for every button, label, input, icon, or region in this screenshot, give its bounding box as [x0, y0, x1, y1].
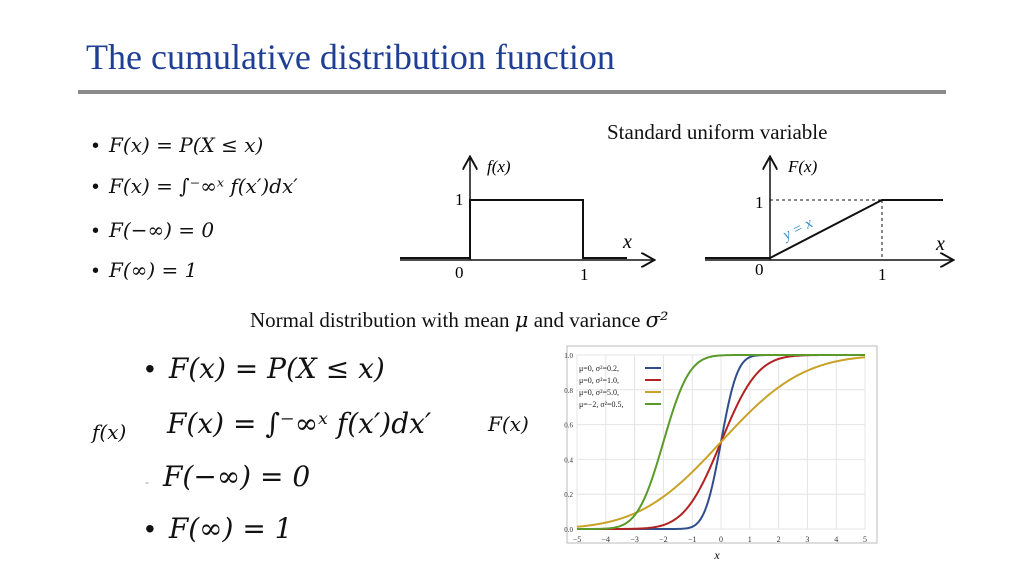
legend-label: μ=0, σ²=0.2, — [579, 364, 619, 373]
series-line-4 — [577, 354, 865, 530]
y-tick-label: 1.0 — [564, 352, 573, 360]
normal-bullet-4: • F(∞) = 1 — [145, 512, 293, 545]
y-tick-label: 0.8 — [564, 387, 573, 395]
y-tick-label: 0.4 — [564, 456, 573, 464]
top-bullet-4: • F(∞) = 1 — [92, 258, 198, 282]
cdf-one-label: 1 — [755, 193, 764, 212]
x-tick-label: −3 — [630, 535, 639, 544]
uniform-pdf-diagram: f(x) 1 0 1 x — [400, 150, 665, 284]
chart-lines — [576, 354, 866, 530]
cdf-x-one-label: 1 — [878, 265, 887, 284]
side-cdf-label: F(x) — [488, 412, 529, 436]
legend-label: μ=0, σ²=1.0, — [579, 376, 619, 385]
top-bullet-1: • F(x) = P(X ≤ x) — [92, 133, 264, 157]
x-tick-label: −4 — [602, 535, 611, 544]
side-pdf-label: f(x) — [92, 420, 127, 444]
x-tick-label: 4 — [834, 535, 838, 544]
normal-caption: Normal distribution with mean μ and vari… — [250, 308, 669, 332]
normal-bullet-1: • F(x) = P(X ≤ x) — [145, 352, 385, 385]
slide-title: The cumulative distribution function — [86, 37, 615, 77]
normal-bullet-3: - F(−∞) = 0 — [145, 460, 311, 493]
pdf-zero-label: 0 — [455, 263, 464, 282]
x-tick-label: 5 — [863, 535, 867, 544]
chart-ticks: −5 −4 −3 −2 −1 0 1 2 3 4 5 0.0 0.2 0.4 0.6 0.8 1.0 — [564, 352, 867, 544]
cdf-zero-label: 0 — [755, 260, 764, 279]
title-divider — [78, 90, 946, 94]
legend-label: μ=0, σ²=5.0, — [579, 388, 619, 397]
x-tick-label: −5 — [573, 535, 582, 544]
top-bullet-2: • F(x) = ∫⁻∞ˣ f(x′)dx′ — [92, 174, 298, 198]
uniform-caption: Standard uniform variable — [607, 120, 828, 144]
pdf-label: f(x) — [487, 157, 511, 176]
cdf-x-label: x — [935, 233, 945, 255]
x-tick-label: 3 — [805, 535, 809, 544]
top-bullet-3: • F(−∞) = 0 — [92, 218, 215, 242]
x-tick-label: 0 — [719, 535, 723, 544]
pdf-curve — [400, 199, 627, 259]
cdf-label: F(x) — [787, 157, 818, 176]
legend-label: μ=−2, σ²=0.5, — [579, 400, 624, 409]
normal-bullet-2: F(x) = ∫⁻∞ˣ f(x′)dx′ — [167, 407, 432, 440]
x-tick-label: 1 — [748, 535, 752, 544]
x-tick-label: −1 — [688, 535, 697, 544]
chart-frame — [566, 345, 878, 544]
pdf-one-label: 1 — [455, 190, 464, 209]
chart-x-axis-label: x — [713, 548, 720, 562]
pdf-x-label: x — [622, 231, 632, 253]
series-line-3 — [576, 356, 866, 528]
x-tick-label: 2 — [777, 535, 781, 544]
identity-line-label: y = x — [779, 215, 816, 244]
x-tick-label: −2 — [659, 535, 668, 544]
y-tick-label: 0.0 — [564, 526, 573, 534]
chart-legend: μ=0, σ²=0.2, μ=0, σ²=1.0, μ=0, σ²=5.0, μ=−2… — [579, 364, 661, 409]
y-tick-label: 0.2 — [564, 491, 573, 499]
normal-cdf-chart: −5 −4 −3 −2 −1 0 1 2 3 4 5 0.0 0.2 0.4 0.6 0.8 1.0 μ=0, … — [564, 345, 878, 562]
y-tick-label: 0.6 — [564, 422, 573, 430]
pdf-x-one-label: 1 — [580, 265, 589, 284]
cdf-curve — [705, 199, 943, 259]
uniform-cdf-diagram: F(x) 1 0 1 x y = x — [705, 150, 960, 284]
